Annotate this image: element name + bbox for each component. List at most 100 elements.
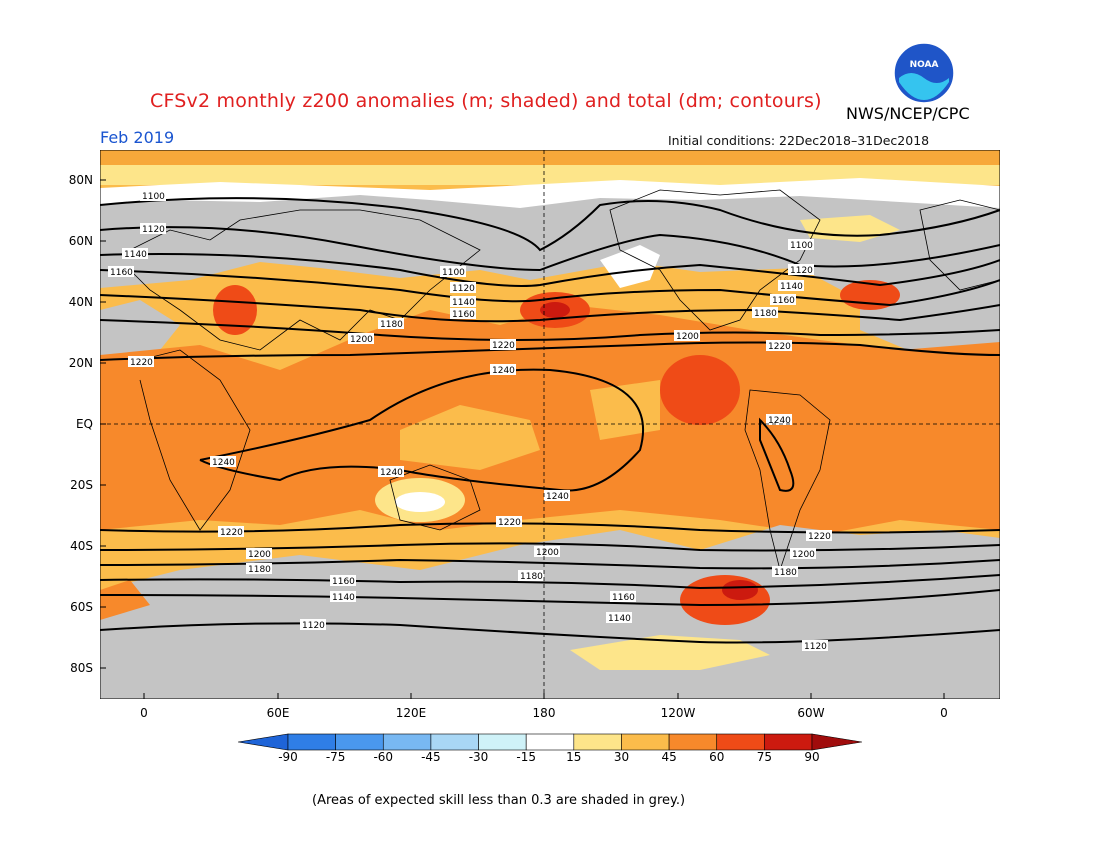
svg-text:1140: 1140 bbox=[608, 614, 631, 624]
contour-label: 1240 bbox=[490, 364, 516, 376]
colorbar-label: -90 bbox=[278, 750, 298, 764]
contour-label: 1220 bbox=[806, 530, 832, 542]
colorbar-arrow-high bbox=[811, 733, 862, 751]
contour-label: 1160 bbox=[770, 294, 796, 306]
lat-label: 80S bbox=[70, 661, 93, 675]
contour-label: 1200 bbox=[348, 333, 374, 345]
contour-label: 1160 bbox=[330, 575, 356, 587]
svg-text:1220: 1220 bbox=[808, 532, 831, 542]
contour-label: 1220 bbox=[218, 526, 244, 538]
lat-label: 80N bbox=[68, 173, 93, 187]
svg-text:1240: 1240 bbox=[212, 458, 235, 468]
contour-label: 1220 bbox=[128, 356, 154, 368]
colorbar-label: 30 bbox=[613, 750, 630, 764]
contour-label: 1240 bbox=[210, 456, 236, 468]
svg-text:1120: 1120 bbox=[790, 266, 813, 276]
svg-text:1180: 1180 bbox=[520, 572, 543, 582]
contour-label: 1180 bbox=[246, 563, 272, 575]
chart-title: CFSv2 monthly z200 anomalies (m; shaded)… bbox=[150, 90, 822, 112]
lon-label: 120W bbox=[660, 706, 696, 720]
contour-label: 1120 bbox=[140, 223, 166, 235]
svg-text:1140: 1140 bbox=[332, 593, 355, 603]
coastlines bbox=[129, 189, 1000, 572]
svg-text:1120: 1120 bbox=[452, 284, 475, 294]
lat-label: EQ bbox=[75, 417, 93, 431]
contour-label: 1240 bbox=[544, 490, 570, 502]
svg-text:1220: 1220 bbox=[130, 358, 153, 368]
white-patch-australia bbox=[395, 492, 445, 512]
contour-label: 1100 bbox=[140, 190, 166, 202]
colorbar-label: 60 bbox=[709, 750, 725, 764]
colorbar-swatch bbox=[764, 733, 813, 751]
lat-label: 20S bbox=[70, 478, 93, 492]
contour-label: 1140 bbox=[330, 591, 356, 603]
lon-label: 60E bbox=[266, 706, 290, 720]
anomaly-map: 1100 1120 1140 1160 1180 1200 1220 1240 … bbox=[100, 150, 1000, 699]
contour-label: 1200 bbox=[246, 548, 272, 560]
svg-text:1120: 1120 bbox=[142, 225, 165, 235]
svg-text:1200: 1200 bbox=[676, 332, 699, 342]
svg-text:1180: 1180 bbox=[754, 309, 777, 319]
colorbar-swatch bbox=[525, 733, 575, 751]
contour-label: 1240 bbox=[766, 414, 792, 426]
contour-label: 1160 bbox=[108, 266, 134, 278]
svg-text:1160: 1160 bbox=[332, 577, 355, 587]
svg-text:1200: 1200 bbox=[350, 335, 373, 345]
contour-label: 1180 bbox=[378, 318, 404, 330]
svg-text:1200: 1200 bbox=[248, 550, 271, 560]
colorbar-swatch bbox=[335, 733, 384, 751]
svg-text:1240: 1240 bbox=[380, 468, 403, 478]
svg-text:1220: 1220 bbox=[768, 342, 791, 352]
noaa-logo: NOAA bbox=[893, 42, 955, 104]
svg-text:1180: 1180 bbox=[380, 320, 403, 330]
svg-text:1100: 1100 bbox=[442, 268, 465, 278]
initial-conditions: Initial conditions: 22Dec2018–31Dec2018 bbox=[668, 133, 930, 148]
colorbar-label: 75 bbox=[756, 750, 772, 764]
contour-label: 1160 bbox=[450, 308, 476, 320]
contour-label-group: 1100 1120 1140 1160 1180 1200 1220 1240 … bbox=[108, 190, 832, 652]
colorbar-swatch bbox=[573, 733, 622, 751]
lon-label: 0 bbox=[140, 706, 148, 720]
lat-label: 40N bbox=[68, 295, 93, 309]
colorbar-label: 15 bbox=[566, 750, 582, 764]
lon-label: 0 bbox=[940, 706, 948, 720]
contour-label: 1200 bbox=[534, 546, 560, 558]
svg-text:1200: 1200 bbox=[536, 548, 559, 558]
contour-label: 1180 bbox=[518, 570, 544, 582]
contour-label: 1200 bbox=[790, 548, 816, 560]
contour-label: 1140 bbox=[778, 280, 804, 292]
svg-text:1220: 1220 bbox=[220, 528, 243, 538]
contour-label: 1220 bbox=[490, 339, 516, 351]
colorbar-swatch bbox=[478, 733, 527, 751]
svg-text:1160: 1160 bbox=[772, 296, 795, 306]
svg-text:1120: 1120 bbox=[302, 621, 325, 631]
svg-text:1120: 1120 bbox=[804, 642, 827, 652]
axis-ticks bbox=[100, 179, 945, 699]
colorbar-swatch bbox=[621, 733, 670, 751]
org-label: NWS/NCEP/CPC bbox=[846, 104, 970, 123]
contour-label: 1180 bbox=[772, 566, 798, 578]
contour-label: 1120 bbox=[300, 619, 326, 631]
svg-text:1220: 1220 bbox=[492, 341, 515, 351]
svg-text:1140: 1140 bbox=[124, 250, 147, 260]
svg-text:1180: 1180 bbox=[248, 565, 271, 575]
contour-label: 1180 bbox=[752, 307, 778, 319]
lon-label: 180 bbox=[532, 706, 556, 720]
colorbar-arrow-low bbox=[238, 733, 289, 751]
svg-text:1160: 1160 bbox=[612, 593, 635, 603]
svg-text:1200: 1200 bbox=[792, 550, 815, 560]
colorbar-swatch bbox=[716, 733, 765, 751]
colorbar-label: 45 bbox=[661, 750, 677, 764]
colorbar-swatch bbox=[382, 733, 432, 751]
contour-label: 1140 bbox=[122, 248, 148, 260]
lat-label: 60S bbox=[70, 600, 93, 614]
colorbar-label: -60 bbox=[373, 750, 394, 764]
colorbar-swatch bbox=[287, 733, 336, 751]
contour-label: 1200 bbox=[674, 330, 700, 342]
contour-label: 1220 bbox=[496, 516, 522, 528]
contour-label: 1220 bbox=[766, 340, 792, 352]
contour-label: 1120 bbox=[450, 282, 476, 294]
colorbar-label: 90 bbox=[804, 750, 820, 764]
colorbar-label: -45 bbox=[421, 750, 441, 764]
svg-text:1240: 1240 bbox=[768, 416, 791, 426]
